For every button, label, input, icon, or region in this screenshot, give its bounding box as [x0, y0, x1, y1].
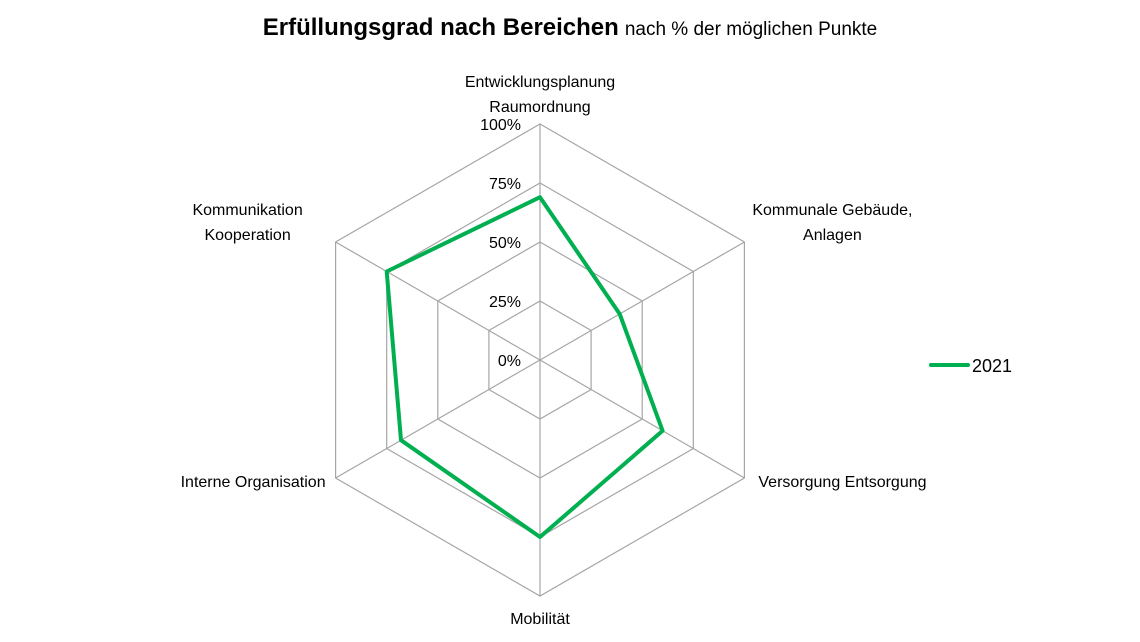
axis-label: Versorgung Entsorgung: [758, 474, 926, 491]
tick-label: 100%: [480, 117, 521, 134]
chart-subtitle: nach % der möglichen Punkte: [624, 19, 878, 40]
tick-label: 25%: [489, 294, 521, 311]
chart-title-main: Erfüllungsgrad nach Bereichen: [262, 14, 619, 41]
spoke-1: [539, 241, 745, 361]
axis-label-line: Entwicklungsplanung: [465, 74, 615, 91]
axis-label-line: Kommunikation: [192, 202, 302, 219]
axis-label: Kommunikation Kooperation: [192, 202, 302, 244]
radar-series: [384, 195, 665, 539]
radar-spokes: [335, 124, 745, 596]
axis-label: Kommunale Gebäude, Anlagen: [752, 202, 912, 244]
legend: 2021: [929, 356, 1012, 376]
axis-label-line: Kommunale Gebäude,: [752, 202, 912, 219]
tick-label: 50%: [489, 235, 521, 252]
axis-label-line: Kooperation: [204, 227, 290, 244]
axis-label-line: Raumordnung: [489, 99, 590, 116]
axis-label: Interne Organisation: [181, 474, 326, 491]
chart-title: Erfüllungsgrad nach Bereichen nach % der …: [0, 14, 1140, 42]
axis-label-line: Mobilität: [510, 611, 570, 628]
spoke-2: [539, 359, 745, 479]
tick-label: 75%: [489, 176, 521, 193]
series-line-2021: [384, 195, 665, 539]
axis-label-line: Interne Organisation: [181, 474, 326, 491]
spoke-5: [335, 241, 541, 361]
axis-label-line: Versorgung Entsorgung: [758, 474, 926, 491]
radar-tick-labels: 0% 25% 50% 75% 100%: [480, 117, 521, 370]
axis-label: Entwicklungsplanung Raumordnung: [465, 74, 615, 116]
radar-axis-labels: Entwicklungsplanung Raumordnung Kommunale …: [181, 74, 927, 628]
axis-label: Mobilität: [510, 611, 570, 628]
tick-label: 0%: [498, 353, 521, 370]
axis-label-line: Anlagen: [803, 227, 862, 244]
legend-label: 2021: [972, 356, 1012, 376]
spoke-4: [335, 359, 541, 479]
